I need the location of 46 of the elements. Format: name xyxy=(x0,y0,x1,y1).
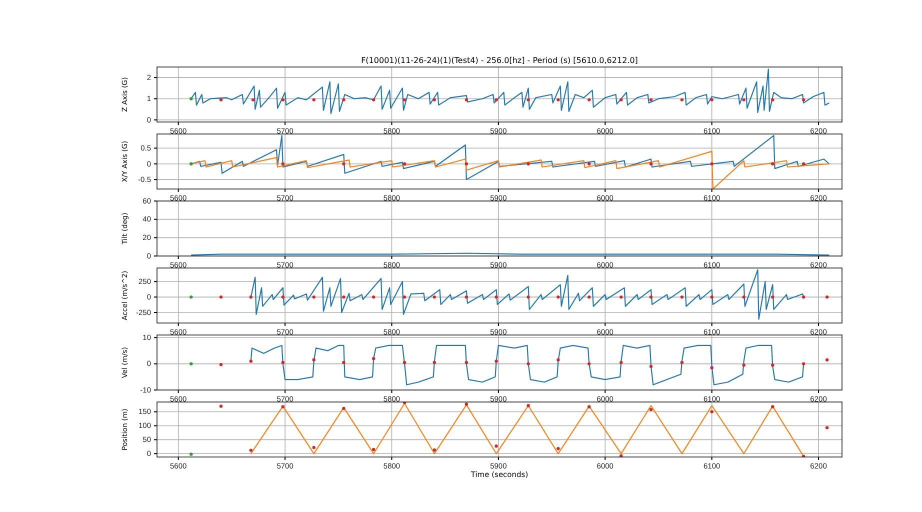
point xyxy=(771,364,774,367)
point xyxy=(680,360,684,364)
point xyxy=(526,404,530,408)
point xyxy=(281,405,285,408)
point xyxy=(494,444,498,448)
point xyxy=(219,362,223,366)
point xyxy=(464,360,468,364)
point xyxy=(219,404,223,408)
point xyxy=(312,446,316,450)
line-series xyxy=(190,68,830,114)
point xyxy=(342,360,346,364)
point xyxy=(312,358,316,362)
point xyxy=(556,447,560,450)
point xyxy=(825,358,829,362)
point xyxy=(825,426,829,430)
point xyxy=(281,360,285,364)
chart-title: F(10001)(11-26-24)(1)(Test4) - 256.0[hz] - Period (s) [5610.0,6212.0] xyxy=(361,56,638,65)
point xyxy=(190,362,193,366)
point xyxy=(190,452,193,456)
point xyxy=(372,448,376,452)
point xyxy=(710,410,714,414)
line-series xyxy=(250,344,804,386)
point xyxy=(588,362,591,366)
point xyxy=(432,448,436,452)
point xyxy=(402,360,406,364)
point xyxy=(556,358,560,362)
line-series xyxy=(250,402,804,457)
point xyxy=(342,406,346,410)
point xyxy=(249,360,252,363)
point xyxy=(802,362,806,366)
point xyxy=(588,405,591,408)
point xyxy=(494,360,498,363)
point xyxy=(649,364,653,368)
line-series xyxy=(250,269,804,320)
point xyxy=(620,360,623,364)
point xyxy=(432,360,436,364)
point xyxy=(649,408,653,412)
point xyxy=(249,448,252,452)
line-series xyxy=(190,150,830,189)
point xyxy=(742,364,746,367)
line-series xyxy=(190,135,830,180)
point xyxy=(710,366,714,370)
point xyxy=(526,362,530,366)
point xyxy=(464,402,468,406)
point xyxy=(372,356,376,360)
point xyxy=(771,405,774,408)
